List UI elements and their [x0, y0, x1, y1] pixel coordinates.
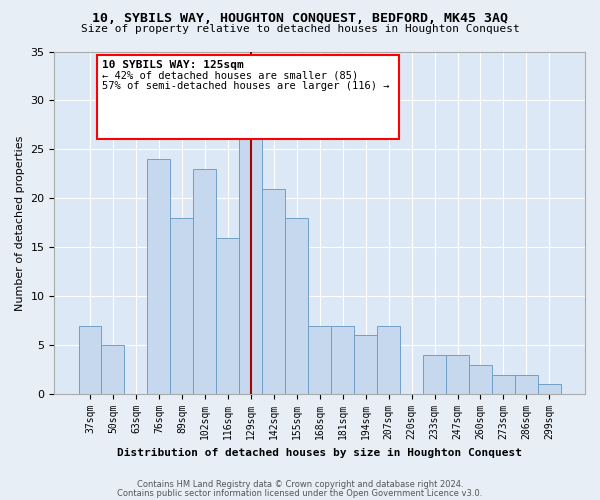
Bar [354, 336, 377, 394]
Bar [377, 326, 400, 394]
Bar [217, 238, 239, 394]
Bar [331, 326, 354, 394]
FancyBboxPatch shape [97, 55, 399, 139]
Text: ← 42% of detached houses are smaller (85): ← 42% of detached houses are smaller (85… [102, 70, 358, 81]
Bar [469, 365, 492, 394]
Bar [170, 218, 193, 394]
Bar [308, 326, 331, 394]
Text: Contains HM Land Registry data © Crown copyright and database right 2024.: Contains HM Land Registry data © Crown c… [137, 480, 463, 489]
Bar [492, 374, 515, 394]
Text: Size of property relative to detached houses in Houghton Conquest: Size of property relative to detached ho… [80, 24, 520, 34]
Bar [101, 345, 124, 394]
Bar [423, 355, 446, 394]
Text: 57% of semi-detached houses are larger (116) →: 57% of semi-detached houses are larger (… [102, 80, 389, 90]
Bar [538, 384, 561, 394]
X-axis label: Distribution of detached houses by size in Houghton Conquest: Distribution of detached houses by size … [117, 448, 522, 458]
Bar [79, 326, 101, 394]
Bar [239, 130, 262, 394]
Bar [148, 159, 170, 394]
Text: Contains public sector information licensed under the Open Government Licence v3: Contains public sector information licen… [118, 488, 482, 498]
Text: 10, SYBILS WAY, HOUGHTON CONQUEST, BEDFORD, MK45 3AQ: 10, SYBILS WAY, HOUGHTON CONQUEST, BEDFO… [92, 12, 508, 26]
Bar [285, 218, 308, 394]
Bar [193, 169, 217, 394]
Text: 10 SYBILS WAY: 125sqm: 10 SYBILS WAY: 125sqm [102, 60, 244, 70]
Bar [515, 374, 538, 394]
Y-axis label: Number of detached properties: Number of detached properties [15, 135, 25, 310]
Bar [262, 188, 285, 394]
Bar [446, 355, 469, 394]
